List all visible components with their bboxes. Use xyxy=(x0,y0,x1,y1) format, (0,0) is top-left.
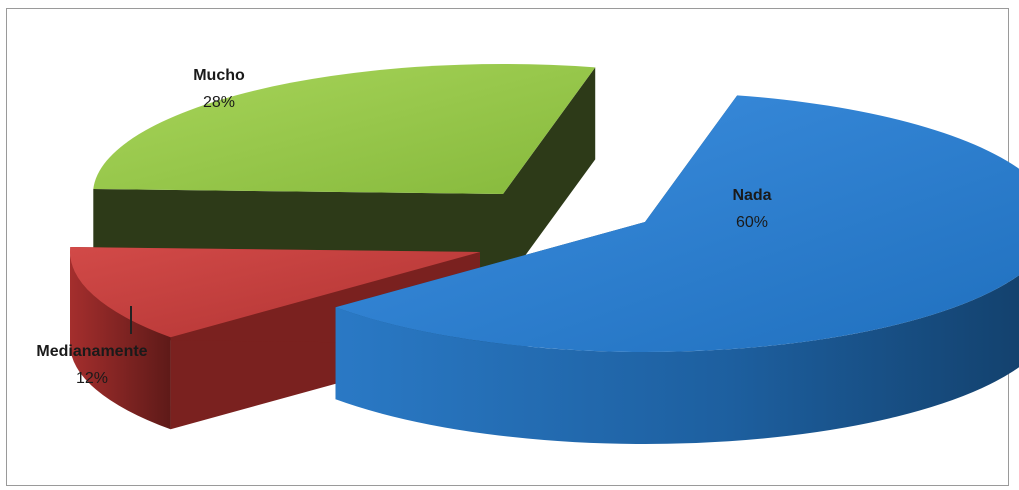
data-label-percent: 60% xyxy=(736,214,768,231)
slice-wall xyxy=(503,67,596,286)
pie-slice-nada xyxy=(335,95,1019,444)
data-label-category: Medianamente xyxy=(36,343,147,360)
data-label-category: Nada xyxy=(732,187,771,204)
data-label-nada: Nada 60% xyxy=(732,187,771,231)
pie-slices xyxy=(69,64,1019,444)
data-label-percent: 28% xyxy=(203,94,235,111)
slice-top xyxy=(335,95,1019,352)
data-label-medianamente: Medianamente 12% xyxy=(36,343,147,387)
slice-top xyxy=(93,64,596,195)
data-label-category: Mucho xyxy=(193,67,245,84)
data-label-percent: 12% xyxy=(76,370,108,387)
slice-side xyxy=(335,275,1019,444)
pie-data-labels: Nada 60% Medianamente 12% Mucho 28% xyxy=(36,67,771,387)
slice-top xyxy=(70,247,481,338)
slice-side xyxy=(69,252,171,430)
data-label-mucho: Mucho 28% xyxy=(193,67,245,111)
